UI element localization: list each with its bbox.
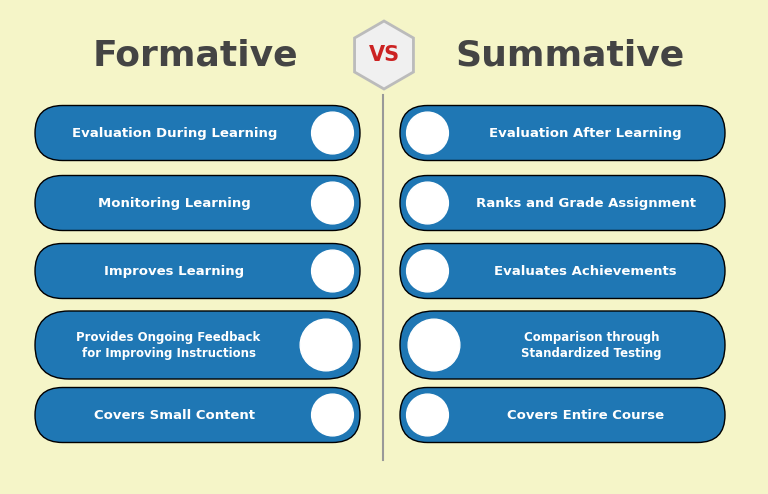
Polygon shape bbox=[355, 21, 413, 89]
Text: Monitoring Learning: Monitoring Learning bbox=[98, 197, 250, 209]
Circle shape bbox=[406, 112, 449, 154]
Circle shape bbox=[312, 250, 353, 292]
FancyBboxPatch shape bbox=[35, 175, 360, 231]
Text: Evaluation After Learning: Evaluation After Learning bbox=[489, 126, 682, 139]
Circle shape bbox=[406, 182, 449, 224]
FancyBboxPatch shape bbox=[35, 106, 360, 161]
Text: Formative: Formative bbox=[92, 38, 298, 72]
Text: Evaluates Achievements: Evaluates Achievements bbox=[495, 264, 677, 278]
FancyBboxPatch shape bbox=[35, 244, 360, 298]
FancyBboxPatch shape bbox=[400, 106, 725, 161]
Circle shape bbox=[312, 394, 353, 436]
Text: Provides Ongoing Feedback
for Improving Instructions: Provides Ongoing Feedback for Improving … bbox=[77, 330, 260, 360]
Circle shape bbox=[408, 319, 460, 371]
Circle shape bbox=[406, 250, 449, 292]
Text: Ranks and Grade Assignment: Ranks and Grade Assignment bbox=[475, 197, 696, 209]
Text: Comparison through
Standardized Testing: Comparison through Standardized Testing bbox=[521, 330, 662, 360]
Circle shape bbox=[406, 394, 449, 436]
FancyBboxPatch shape bbox=[400, 387, 725, 443]
Text: Summative: Summative bbox=[455, 38, 684, 72]
FancyBboxPatch shape bbox=[35, 387, 360, 443]
Text: Improves Learning: Improves Learning bbox=[104, 264, 244, 278]
Text: VS: VS bbox=[369, 45, 399, 65]
FancyBboxPatch shape bbox=[400, 175, 725, 231]
Circle shape bbox=[300, 319, 352, 371]
Text: Covers Entire Course: Covers Entire Course bbox=[507, 409, 664, 421]
Text: Evaluation During Learning: Evaluation During Learning bbox=[71, 126, 277, 139]
FancyBboxPatch shape bbox=[35, 311, 360, 379]
Circle shape bbox=[312, 182, 353, 224]
Text: Covers Small Content: Covers Small Content bbox=[94, 409, 255, 421]
Circle shape bbox=[312, 112, 353, 154]
FancyBboxPatch shape bbox=[400, 311, 725, 379]
FancyBboxPatch shape bbox=[400, 244, 725, 298]
